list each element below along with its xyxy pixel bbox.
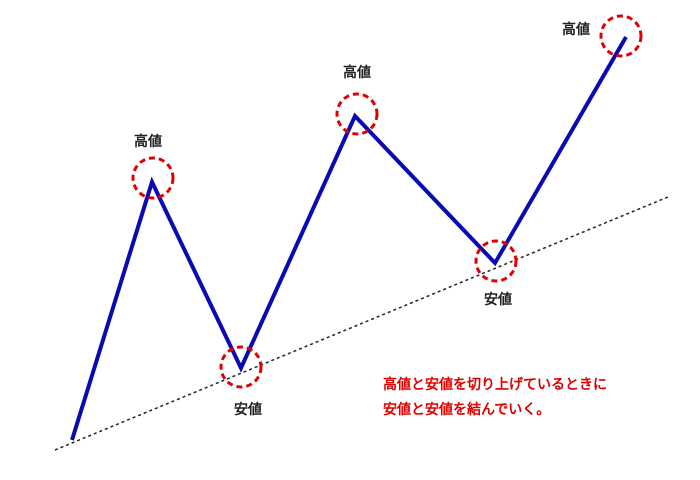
low-label: 安値 (484, 291, 512, 308)
high-label: 高値 (134, 133, 162, 150)
high-label: 高値 (562, 21, 590, 38)
note-line: 安値と安値を結んでいく。 (383, 401, 550, 418)
low-label: 安値 (234, 401, 262, 418)
high-marker (131, 156, 175, 200)
low-marker (474, 239, 518, 283)
high-label: 高値 (343, 64, 371, 81)
note-line: 高値と安値を切り上げているときに (383, 376, 607, 393)
high-marker (599, 14, 643, 58)
trend-line (54, 196, 669, 451)
price-line (70, 35, 628, 441)
high-marker (335, 92, 379, 136)
low-marker (219, 345, 263, 389)
